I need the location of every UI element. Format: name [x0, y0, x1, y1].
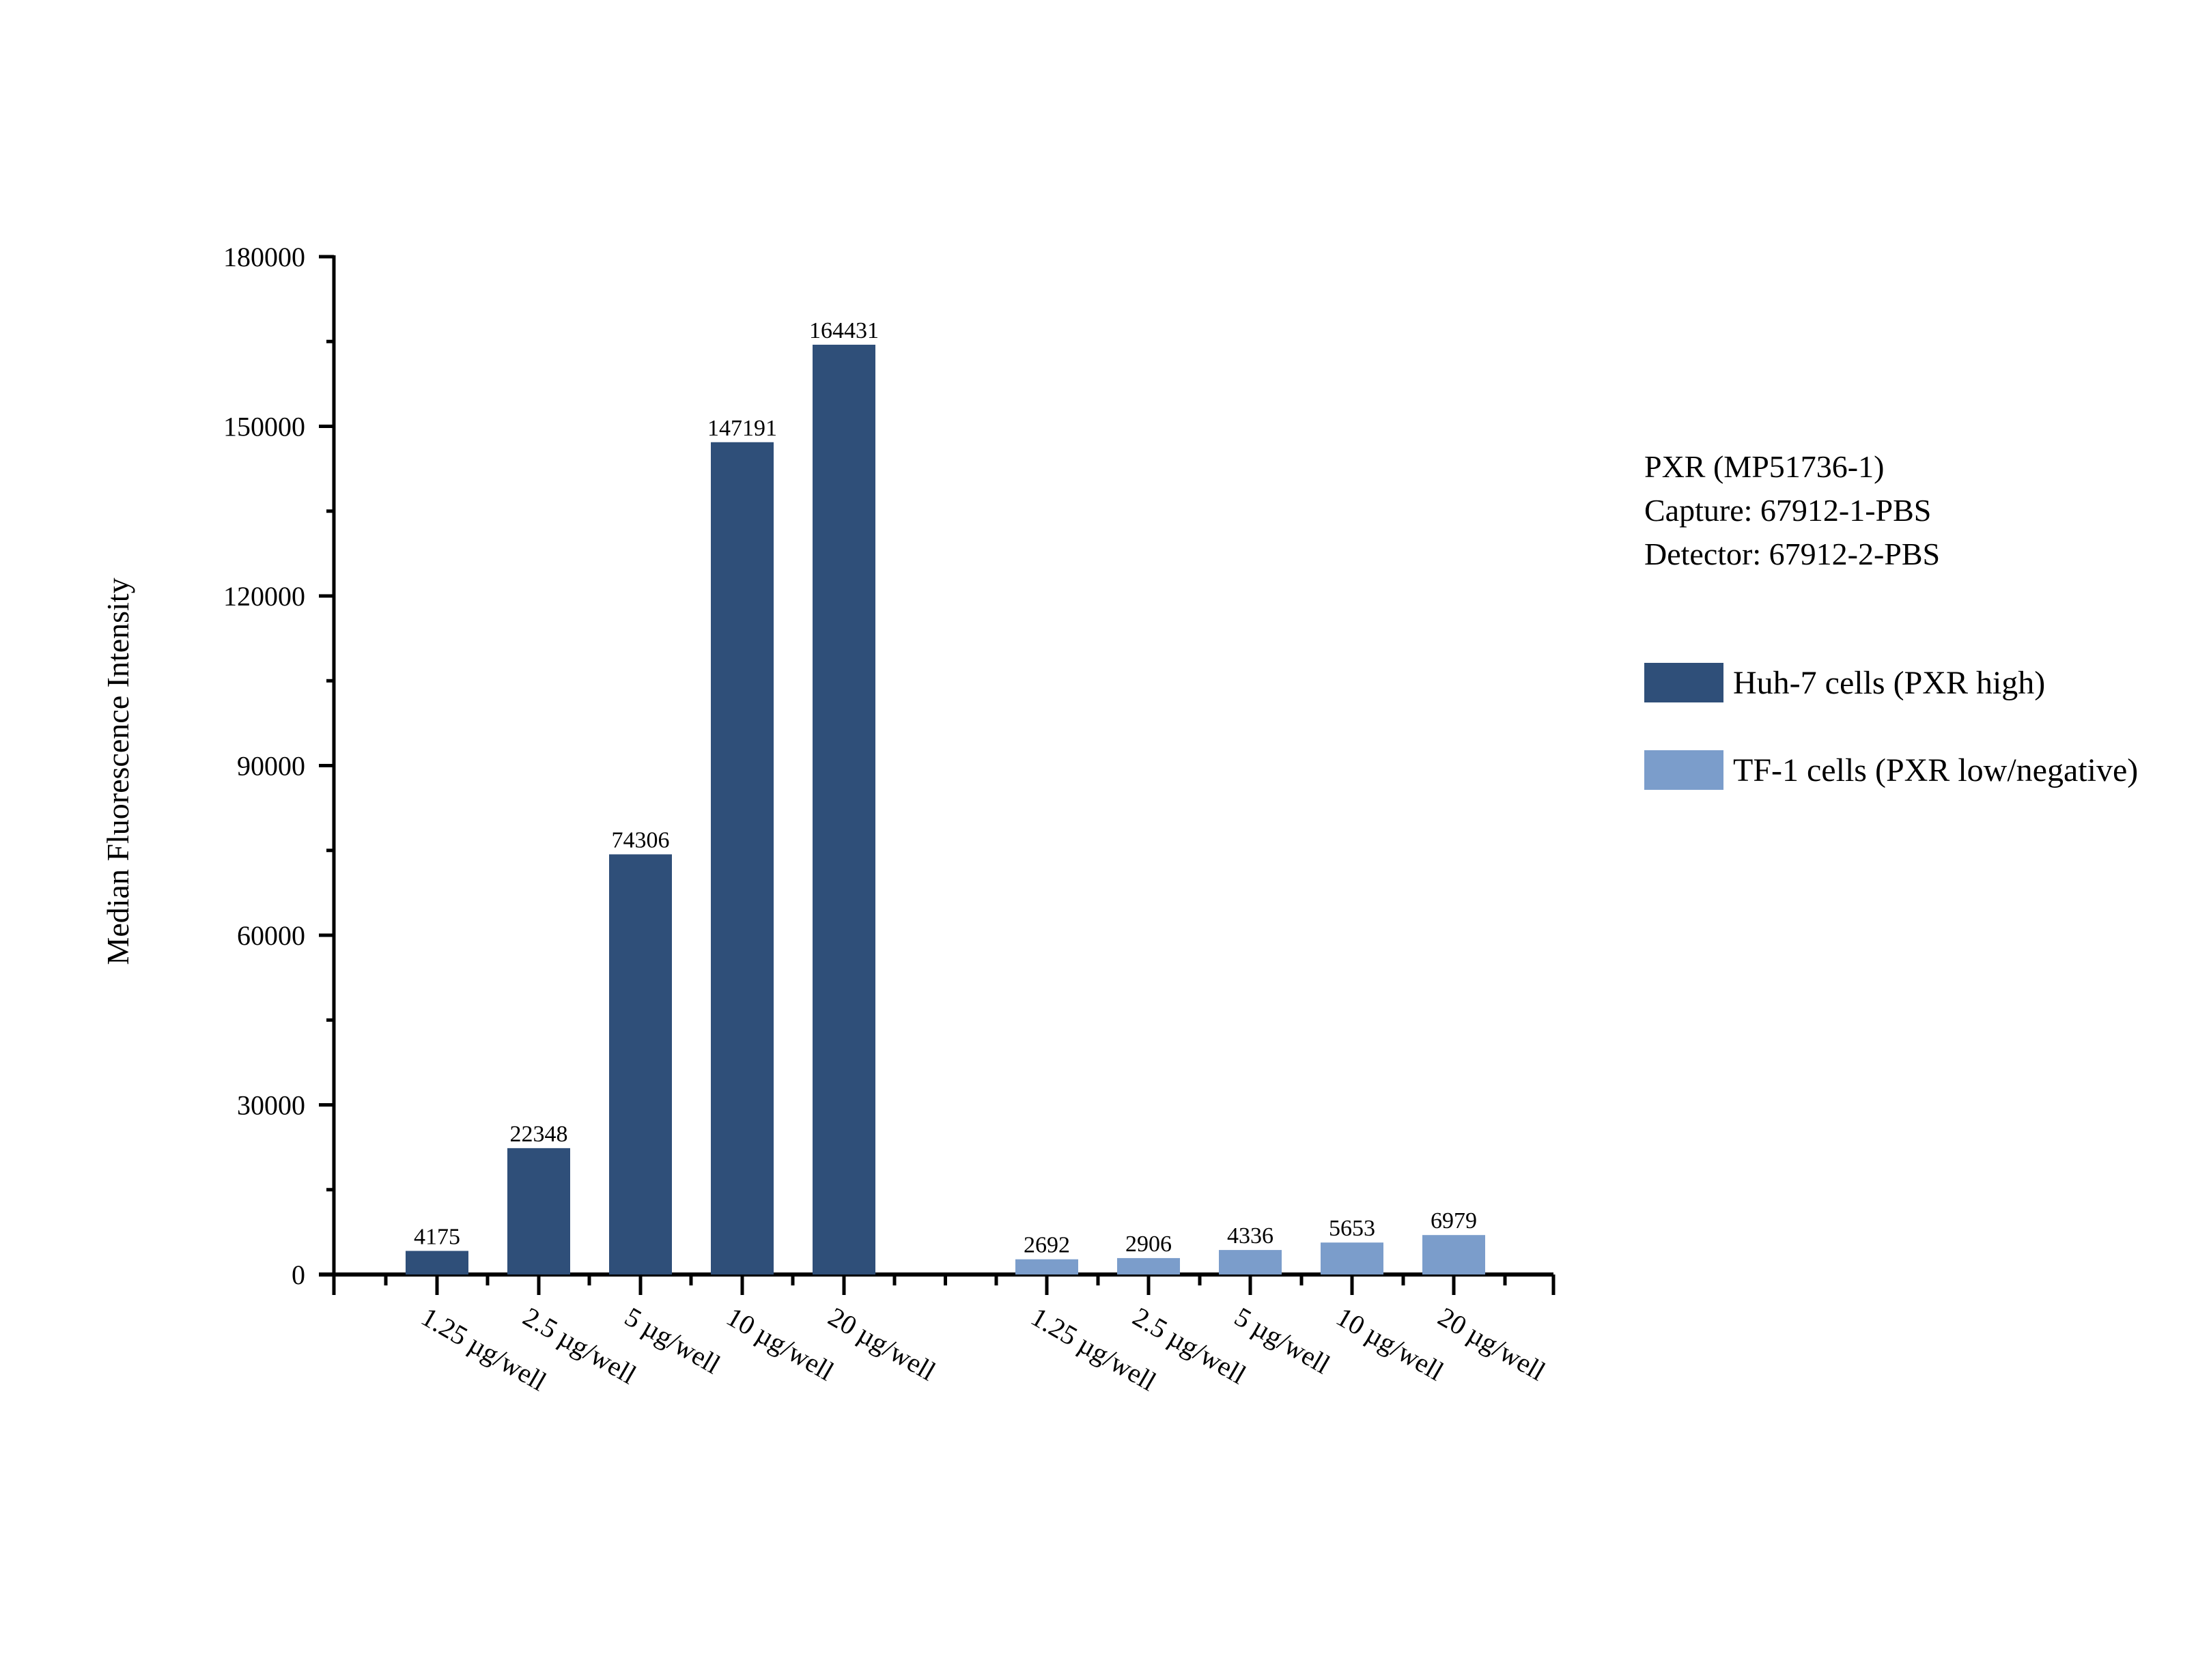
- x-tick-label: 20 µg/well: [1433, 1301, 1551, 1386]
- bar: [609, 854, 672, 1275]
- legend-item-huh7: Huh-7 cells (PXR high): [1644, 663, 2045, 702]
- y-tick-label: 180000: [223, 242, 305, 272]
- bar: [1422, 1235, 1485, 1275]
- x-tick-label: 20 µg/well: [824, 1301, 941, 1386]
- bar-value-label: 4175: [414, 1224, 460, 1249]
- y-tick-label: 30000: [237, 1090, 305, 1121]
- bar-value-label: 22348: [510, 1122, 568, 1147]
- y-tick-label: 0: [292, 1259, 305, 1290]
- x-tick-label: 10 µg/well: [1332, 1301, 1449, 1386]
- bar: [1321, 1242, 1383, 1275]
- bar-value-label: 2906: [1125, 1231, 1172, 1257]
- bar-value-label: 2692: [1024, 1233, 1070, 1258]
- y-tick-label: 90000: [237, 751, 305, 782]
- bar-value-label: 4336: [1227, 1223, 1273, 1249]
- bar: [1015, 1259, 1078, 1275]
- legend-label-tf1: TF-1 cells (PXR low/negative): [1733, 752, 2139, 788]
- legend-title-line-3: Detector: 67912-2-PBS: [1644, 537, 1941, 571]
- y-tick-label: 150000: [223, 412, 305, 442]
- y-axis: 0 30000 60000 90000 120000 150000 180000: [223, 242, 336, 1295]
- bar: [507, 1148, 570, 1275]
- legend-item-tf1: TF-1 cells (PXR low/negative): [1644, 750, 2138, 790]
- bar-value-label: 147191: [707, 416, 777, 441]
- bar: [1219, 1250, 1282, 1275]
- bars: [406, 344, 1485, 1275]
- y-axis-label: Median Fluorescence Intensity: [100, 578, 135, 965]
- bar: [1117, 1257, 1180, 1275]
- bar-value-label: 74306: [612, 827, 670, 853]
- x-axis: [319, 1272, 1556, 1295]
- legend-label-huh7: Huh-7 cells (PXR high): [1733, 664, 2046, 701]
- bar: [406, 1251, 468, 1275]
- bar-value-label: 164431: [809, 318, 879, 343]
- legend-title-line-1: PXR (MP51736-1): [1644, 449, 1885, 484]
- y-tick-label: 120000: [223, 581, 305, 612]
- legend-swatch-huh7: [1644, 663, 1723, 702]
- x-tick-label: 10 µg/well: [722, 1301, 839, 1386]
- bar: [813, 344, 875, 1275]
- bar: [711, 442, 774, 1275]
- legend-title-line-2: Capture: 67912-1-PBS: [1644, 493, 1932, 528]
- legend-swatch-tf1: [1644, 750, 1723, 790]
- y-tick-label: 60000: [237, 920, 305, 951]
- bar-value-label: 6979: [1431, 1208, 1477, 1234]
- bar-value-labels: 4175 22348 74306 147191 164431 2692 2906 4336 56…: [414, 318, 1477, 1258]
- bar-value-label: 5653: [1329, 1216, 1375, 1241]
